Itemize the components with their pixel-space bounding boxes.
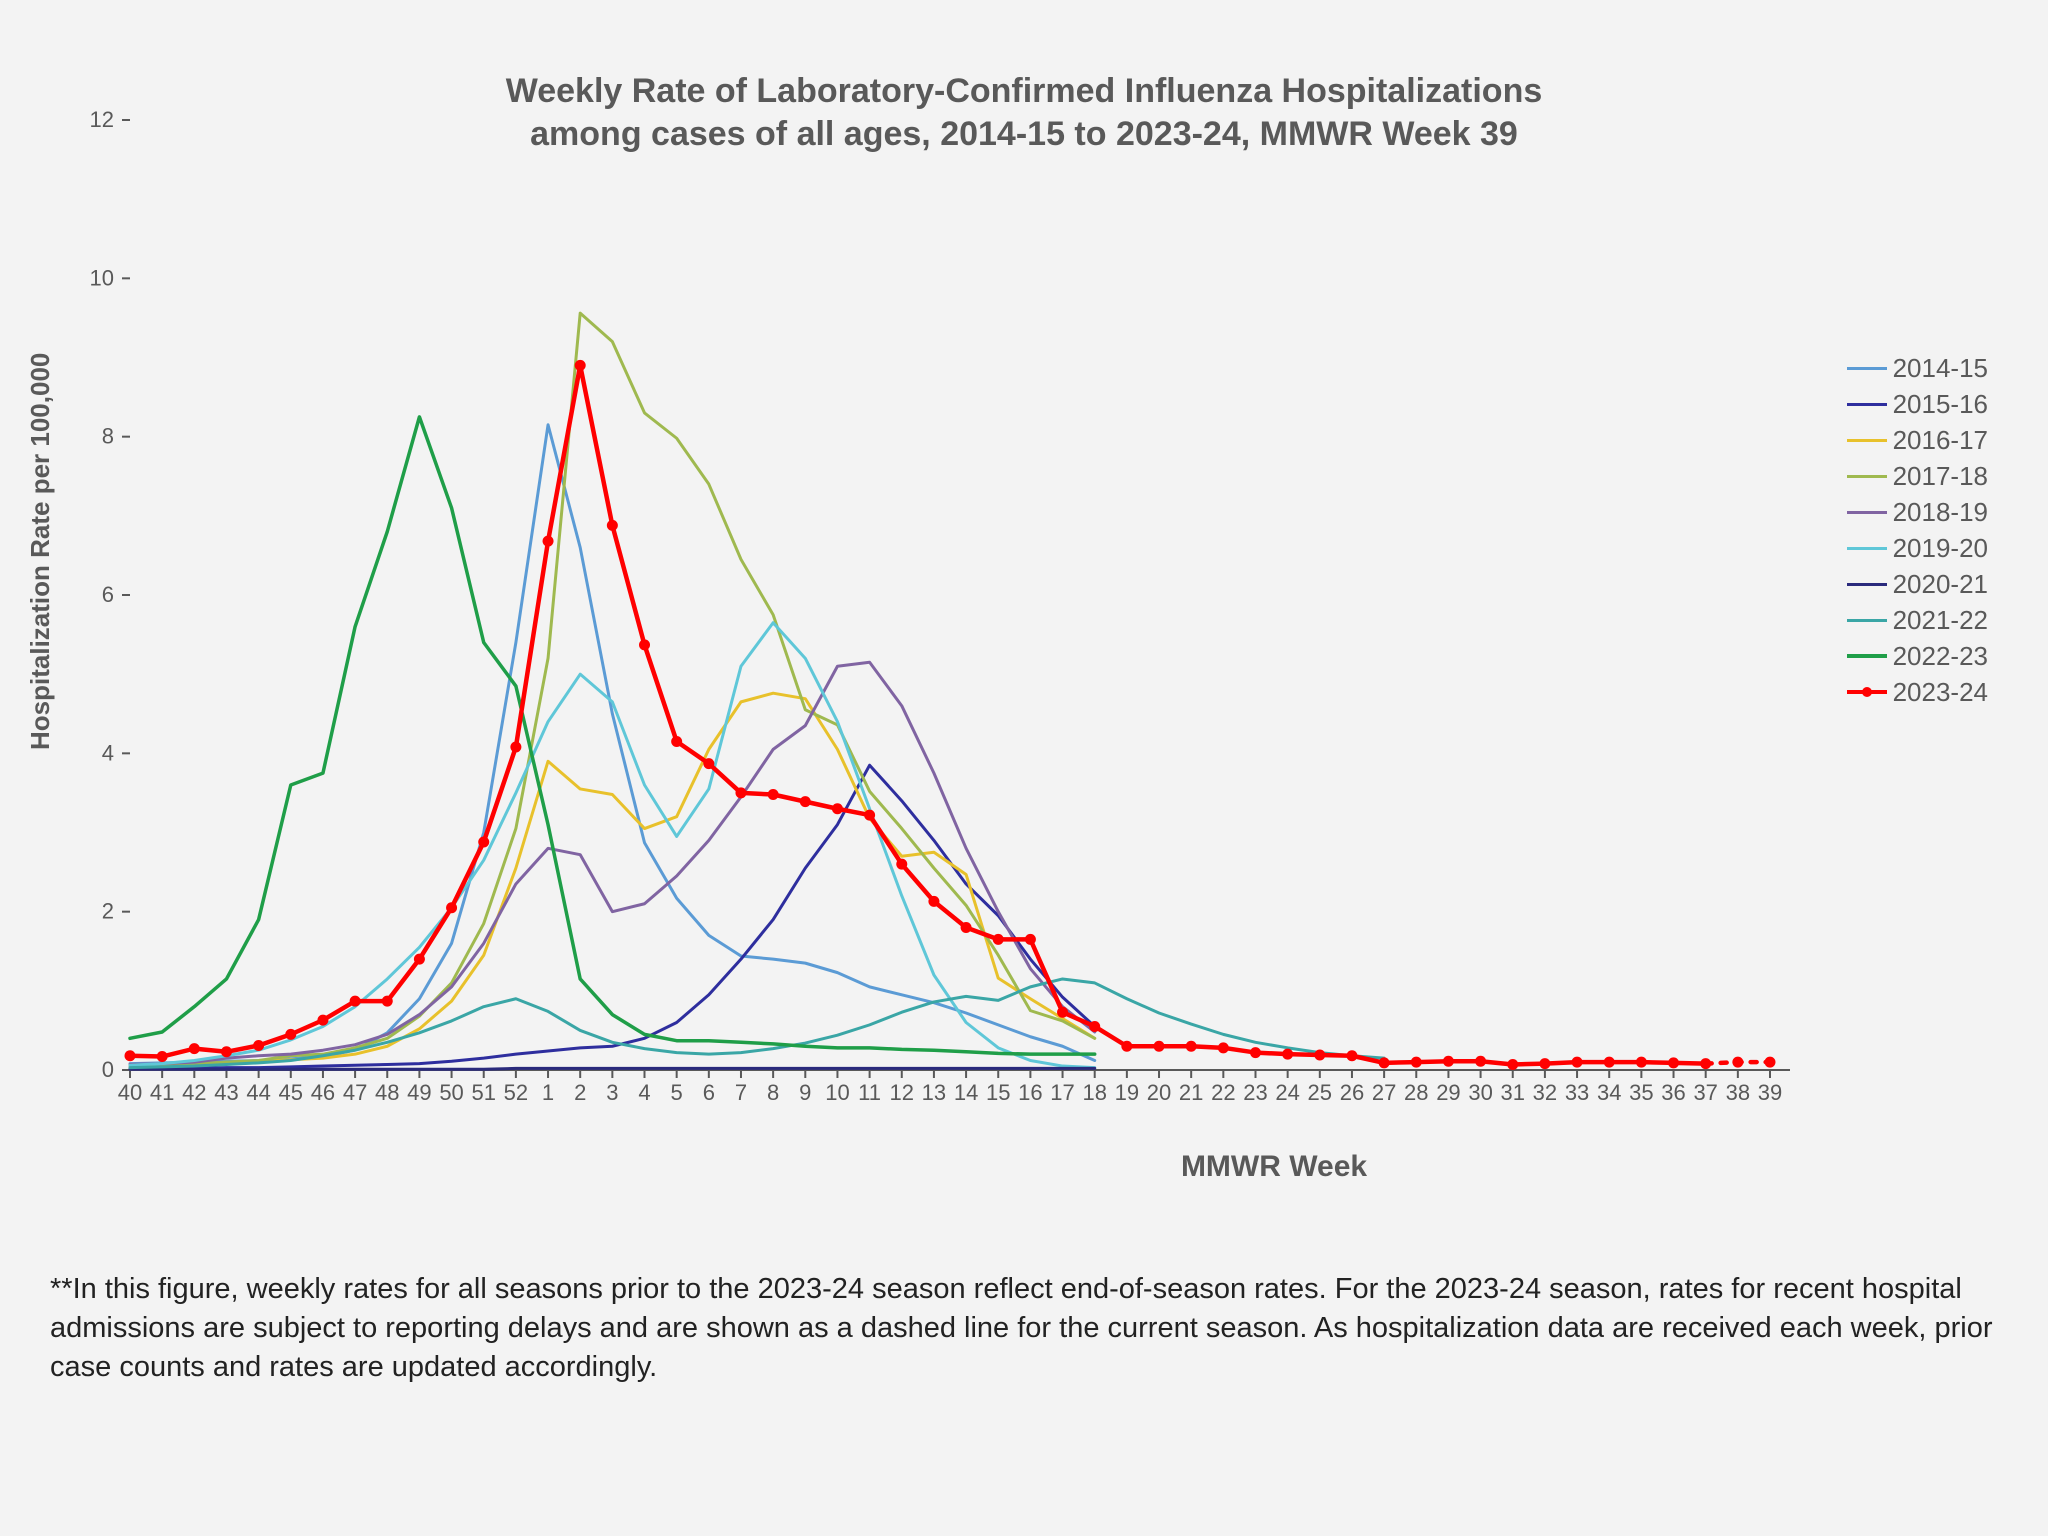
svg-text:52: 52 — [504, 1080, 528, 1105]
svg-text:13: 13 — [922, 1080, 946, 1105]
svg-text:0: 0 — [102, 1057, 114, 1082]
svg-text:3: 3 — [606, 1080, 618, 1105]
chart-container: Weekly Rate of Laboratory-Confirmed Infl… — [0, 0, 2048, 1536]
svg-text:19: 19 — [1115, 1080, 1139, 1105]
svg-text:7: 7 — [735, 1080, 747, 1105]
svg-text:9: 9 — [799, 1080, 811, 1105]
svg-text:28: 28 — [1404, 1080, 1428, 1105]
svg-text:10: 10 — [90, 265, 114, 290]
svg-text:51: 51 — [471, 1080, 495, 1105]
svg-text:15: 15 — [986, 1080, 1010, 1105]
svg-text:48: 48 — [375, 1080, 399, 1105]
svg-text:42: 42 — [182, 1080, 206, 1105]
svg-text:32: 32 — [1533, 1080, 1557, 1105]
svg-text:37: 37 — [1693, 1080, 1717, 1105]
svg-text:25: 25 — [1308, 1080, 1332, 1105]
svg-text:30: 30 — [1468, 1080, 1492, 1105]
svg-text:10: 10 — [825, 1080, 849, 1105]
svg-text:40: 40 — [118, 1080, 142, 1105]
svg-text:47: 47 — [343, 1080, 367, 1105]
svg-text:39: 39 — [1758, 1080, 1782, 1105]
svg-text:4: 4 — [638, 1080, 650, 1105]
svg-text:2: 2 — [574, 1080, 586, 1105]
svg-text:31: 31 — [1501, 1080, 1525, 1105]
svg-text:6: 6 — [102, 582, 114, 607]
chart-plot-area: 0246810124041424344454647484950515212345… — [0, 0, 2048, 1536]
svg-text:8: 8 — [102, 424, 114, 449]
svg-text:46: 46 — [311, 1080, 335, 1105]
svg-text:17: 17 — [1050, 1080, 1074, 1105]
svg-text:12: 12 — [90, 107, 114, 132]
svg-text:44: 44 — [246, 1080, 270, 1105]
svg-text:45: 45 — [279, 1080, 303, 1105]
svg-text:21: 21 — [1179, 1080, 1203, 1105]
svg-text:26: 26 — [1340, 1080, 1364, 1105]
svg-text:6: 6 — [703, 1080, 715, 1105]
svg-text:29: 29 — [1436, 1080, 1460, 1105]
svg-text:18: 18 — [1082, 1080, 1106, 1105]
svg-text:11: 11 — [858, 1080, 881, 1105]
svg-text:38: 38 — [1726, 1080, 1750, 1105]
svg-text:16: 16 — [1018, 1080, 1042, 1105]
svg-text:33: 33 — [1565, 1080, 1589, 1105]
svg-text:24: 24 — [1275, 1080, 1299, 1105]
svg-text:22: 22 — [1211, 1080, 1235, 1105]
svg-text:41: 41 — [150, 1080, 174, 1105]
svg-text:20: 20 — [1147, 1080, 1171, 1105]
svg-text:27: 27 — [1372, 1080, 1396, 1105]
svg-text:1: 1 — [542, 1080, 554, 1105]
svg-text:14: 14 — [954, 1080, 978, 1105]
svg-text:34: 34 — [1597, 1080, 1621, 1105]
svg-text:5: 5 — [671, 1080, 683, 1105]
svg-text:43: 43 — [214, 1080, 238, 1105]
svg-text:49: 49 — [407, 1080, 431, 1105]
svg-text:50: 50 — [439, 1080, 463, 1105]
svg-text:8: 8 — [767, 1080, 779, 1105]
svg-text:35: 35 — [1629, 1080, 1653, 1105]
svg-text:36: 36 — [1661, 1080, 1685, 1105]
svg-text:23: 23 — [1243, 1080, 1267, 1105]
svg-text:12: 12 — [890, 1080, 914, 1105]
svg-text:4: 4 — [102, 740, 114, 765]
svg-text:2: 2 — [102, 899, 114, 924]
